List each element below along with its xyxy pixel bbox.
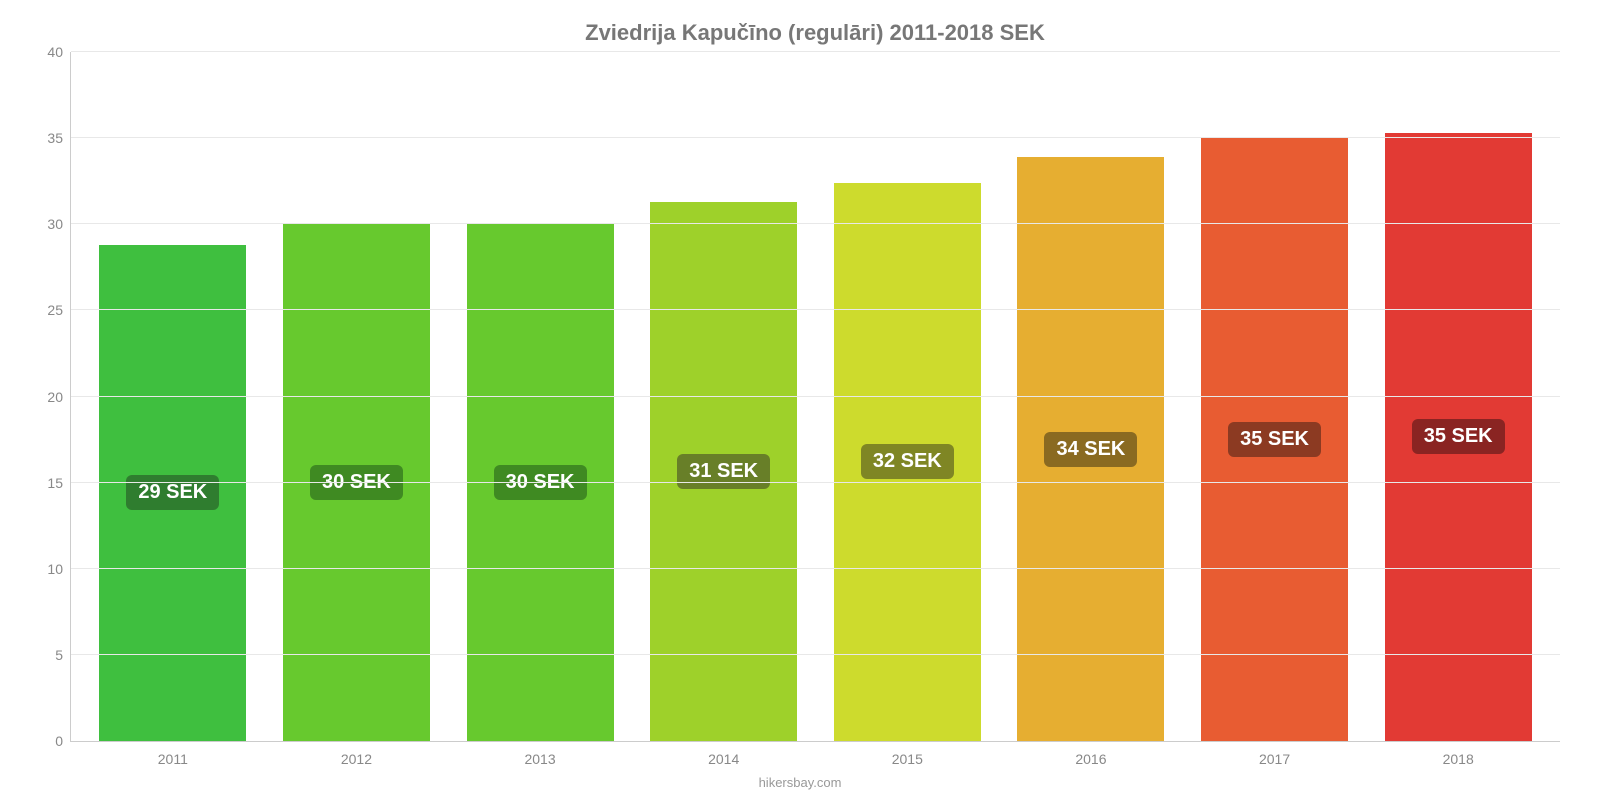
gridline: [71, 482, 1560, 483]
xtick-label: 2018: [1443, 751, 1474, 767]
bar-slot: 31 SEK2014: [632, 52, 816, 741]
ytick-label: 35: [47, 130, 63, 146]
plot-area: 29 SEK201130 SEK201230 SEK201331 SEK2014…: [70, 52, 1560, 742]
ytick-label: 15: [47, 475, 63, 491]
gridline: [71, 223, 1560, 224]
value-badge: 31 SEK: [677, 454, 770, 489]
chart-footer: hikersbay.com: [0, 775, 1600, 790]
value-badge: 32 SEK: [861, 444, 954, 479]
bar: 32 SEK: [834, 183, 981, 741]
bar-slot: 35 SEK2017: [1183, 52, 1367, 741]
ytick-label: 30: [47, 216, 63, 232]
bar-slot: 32 SEK2015: [816, 52, 1000, 741]
bars-group: 29 SEK201130 SEK201230 SEK201331 SEK2014…: [71, 52, 1560, 741]
xtick-label: 2012: [341, 751, 372, 767]
ytick-label: 5: [55, 647, 63, 663]
gridline: [71, 309, 1560, 310]
bar: 35 SEK: [1201, 138, 1348, 741]
gridline: [71, 396, 1560, 397]
value-badge: 30 SEK: [310, 465, 403, 500]
xtick-label: 2011: [158, 751, 188, 767]
bar: 31 SEK: [650, 202, 797, 741]
bar: 30 SEK: [467, 224, 614, 741]
gridline: [71, 137, 1560, 138]
ytick-label: 0: [55, 733, 63, 749]
bar-slot: 30 SEK2013: [448, 52, 632, 741]
value-badge: 35 SEK: [1228, 422, 1321, 457]
gridline: [71, 568, 1560, 569]
ytick-label: 10: [47, 561, 63, 577]
ytick-label: 25: [47, 302, 63, 318]
gridline: [71, 51, 1560, 52]
chart-title: Zviedrija Kapučīno (regulāri) 2011-2018 …: [70, 20, 1560, 46]
ytick-label: 40: [47, 44, 63, 60]
bar-slot: 35 SEK2018: [1366, 52, 1550, 741]
value-badge: 30 SEK: [494, 465, 587, 500]
xtick-label: 2014: [708, 751, 739, 767]
chart-container: Zviedrija Kapučīno (regulāri) 2011-2018 …: [0, 0, 1600, 800]
bar: 29 SEK: [99, 245, 246, 741]
bar: 30 SEK: [283, 224, 430, 741]
xtick-label: 2013: [524, 751, 555, 767]
xtick-label: 2017: [1259, 751, 1290, 767]
xtick-label: 2016: [1075, 751, 1106, 767]
ytick-label: 20: [47, 389, 63, 405]
xtick-label: 2015: [892, 751, 923, 767]
bar-slot: 29 SEK2011: [81, 52, 265, 741]
value-badge: 34 SEK: [1044, 432, 1137, 467]
bar-slot: 30 SEK2012: [265, 52, 449, 741]
value-badge: 35 SEK: [1412, 419, 1505, 454]
gridline: [71, 654, 1560, 655]
bar-slot: 34 SEK2016: [999, 52, 1183, 741]
